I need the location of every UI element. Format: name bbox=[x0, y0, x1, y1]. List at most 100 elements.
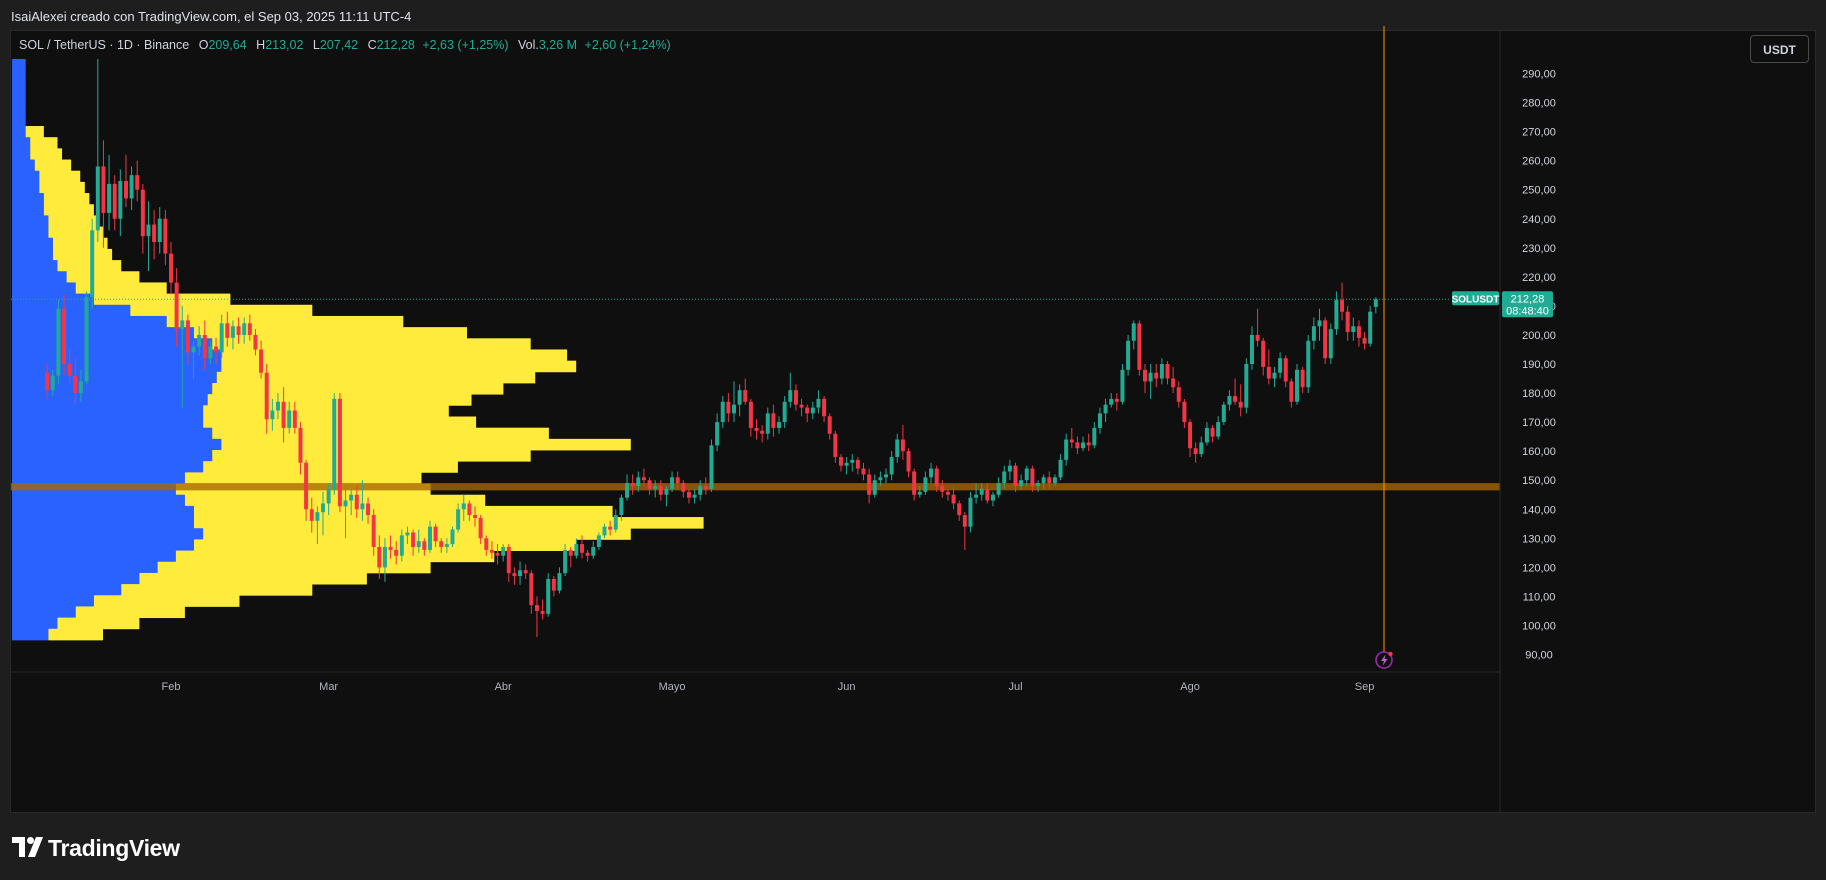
candle-body bbox=[1041, 477, 1046, 484]
candle-body bbox=[732, 404, 736, 414]
price-tag-symbol: SOLUSDT bbox=[1452, 294, 1500, 305]
legend-symbol[interactable]: SOL / TetherUS · 1D · Binance bbox=[19, 38, 190, 52]
volume-profile-down-bar bbox=[39, 170, 81, 183]
candle-body bbox=[208, 346, 213, 359]
volume-profile-down-bar bbox=[221, 349, 568, 362]
y-tick-label: 240,00 bbox=[1522, 214, 1556, 226]
candle-body bbox=[1362, 337, 1367, 344]
candle-body bbox=[1176, 387, 1181, 402]
candle-body bbox=[343, 500, 348, 507]
candle-body bbox=[1114, 398, 1119, 402]
candle-body bbox=[1058, 459, 1063, 478]
candle-body bbox=[889, 456, 894, 475]
volume-profile-down-bar bbox=[212, 338, 531, 350]
volume-profile-down-bar bbox=[194, 517, 704, 529]
candle-body bbox=[574, 544, 579, 556]
volume-profile-up-bar bbox=[12, 126, 26, 138]
candle-body bbox=[433, 526, 438, 542]
volume-profile-down-bar bbox=[194, 505, 613, 518]
volume-profile-up-bar bbox=[12, 517, 194, 529]
legend-close-label: C bbox=[367, 38, 377, 52]
volume-profile-up-bar bbox=[12, 438, 222, 451]
lightning-icon-bolt bbox=[1381, 654, 1388, 666]
candle-body bbox=[315, 512, 320, 521]
volume-profile-up-bar bbox=[12, 315, 167, 328]
candle-body bbox=[979, 488, 984, 495]
candle-body bbox=[1159, 364, 1164, 379]
symbol-legend: SOL / TetherUS · 1D · Binance O209,64 H2… bbox=[19, 38, 671, 52]
candle-body bbox=[1289, 381, 1294, 402]
candle-body bbox=[456, 509, 461, 530]
volume-profile-down-bar bbox=[221, 360, 577, 373]
volume-profile-up-bar bbox=[12, 304, 131, 317]
candle-body bbox=[681, 483, 686, 492]
volume-profile-down-bar bbox=[203, 461, 458, 473]
candle-body bbox=[1069, 439, 1074, 443]
candle-body bbox=[337, 398, 342, 507]
candle-body bbox=[827, 416, 832, 434]
volume-profile-up-bar bbox=[12, 472, 185, 484]
volume-profile-up-bar bbox=[12, 572, 140, 585]
candle-body bbox=[878, 477, 883, 481]
candle-body bbox=[658, 486, 663, 495]
candle-body bbox=[1047, 477, 1052, 484]
volume-profile-up-bar bbox=[12, 349, 222, 362]
candle-body bbox=[388, 547, 393, 550]
x-tick-label: Ago bbox=[1180, 681, 1200, 693]
candle-body bbox=[591, 547, 596, 556]
y-tick-label: 220,00 bbox=[1522, 272, 1556, 284]
candle-body bbox=[968, 497, 973, 527]
currency-button[interactable]: USDT bbox=[1750, 35, 1809, 63]
candle-body bbox=[619, 497, 624, 516]
candle-body bbox=[489, 549, 494, 553]
price-tag-price: 212,28 bbox=[1511, 293, 1545, 305]
y-tick-label: 140,00 bbox=[1522, 504, 1556, 516]
candle-body bbox=[518, 570, 523, 577]
volume-profile-up-bar bbox=[12, 70, 26, 82]
candle-body bbox=[748, 401, 753, 428]
candle-body bbox=[743, 390, 748, 402]
x-tick-label: Feb bbox=[162, 681, 181, 693]
volume-profile-down-bar bbox=[139, 572, 367, 585]
candle-body bbox=[996, 483, 1001, 495]
candle-body bbox=[360, 503, 365, 510]
volume-profile-down-bar bbox=[93, 293, 231, 306]
candle-body bbox=[1064, 439, 1069, 460]
volume-profile-up-bar bbox=[12, 371, 217, 384]
candle-body bbox=[242, 323, 247, 335]
candle-body bbox=[647, 480, 652, 489]
y-tick-label: 270,00 bbox=[1522, 127, 1556, 139]
candle-body bbox=[1340, 300, 1345, 312]
candle-body bbox=[625, 483, 630, 498]
candle-body bbox=[298, 427, 303, 463]
candle-body bbox=[546, 578, 551, 614]
volume-profile-up-bar bbox=[12, 416, 204, 429]
y-tick-label: 110,00 bbox=[1523, 591, 1556, 603]
volume-profile-up-bar bbox=[12, 137, 31, 149]
volume-profile-down-bar bbox=[175, 550, 495, 563]
y-tick-label: 130,00 bbox=[1522, 533, 1556, 545]
volume-profile-down-bar bbox=[75, 282, 167, 295]
snapshot-credit: IsaiAlexei creado con TradingView.com, e… bbox=[11, 9, 412, 24]
candle-body bbox=[1204, 427, 1209, 443]
candle-body bbox=[197, 334, 202, 347]
candle-body bbox=[793, 390, 798, 405]
lightning-icon[interactable] bbox=[1375, 651, 1393, 669]
candle-body bbox=[512, 573, 517, 577]
candle-body bbox=[822, 398, 827, 417]
candle-body bbox=[1306, 340, 1311, 388]
volume-profile-up-bar bbox=[12, 114, 26, 127]
candle-body bbox=[450, 529, 455, 545]
candle-body bbox=[771, 413, 776, 428]
candle-body bbox=[1131, 323, 1136, 341]
y-tick-label: 260,00 bbox=[1522, 156, 1556, 168]
candle-body bbox=[1300, 369, 1305, 388]
candle-body bbox=[304, 462, 309, 510]
candle-body bbox=[157, 218, 162, 242]
candle-body bbox=[377, 547, 382, 568]
y-tick-label: 90,00 bbox=[1525, 650, 1553, 662]
candle-body bbox=[664, 488, 669, 495]
volume-profile-down-bar bbox=[75, 606, 185, 619]
volume-profile-down-bar bbox=[203, 528, 631, 540]
